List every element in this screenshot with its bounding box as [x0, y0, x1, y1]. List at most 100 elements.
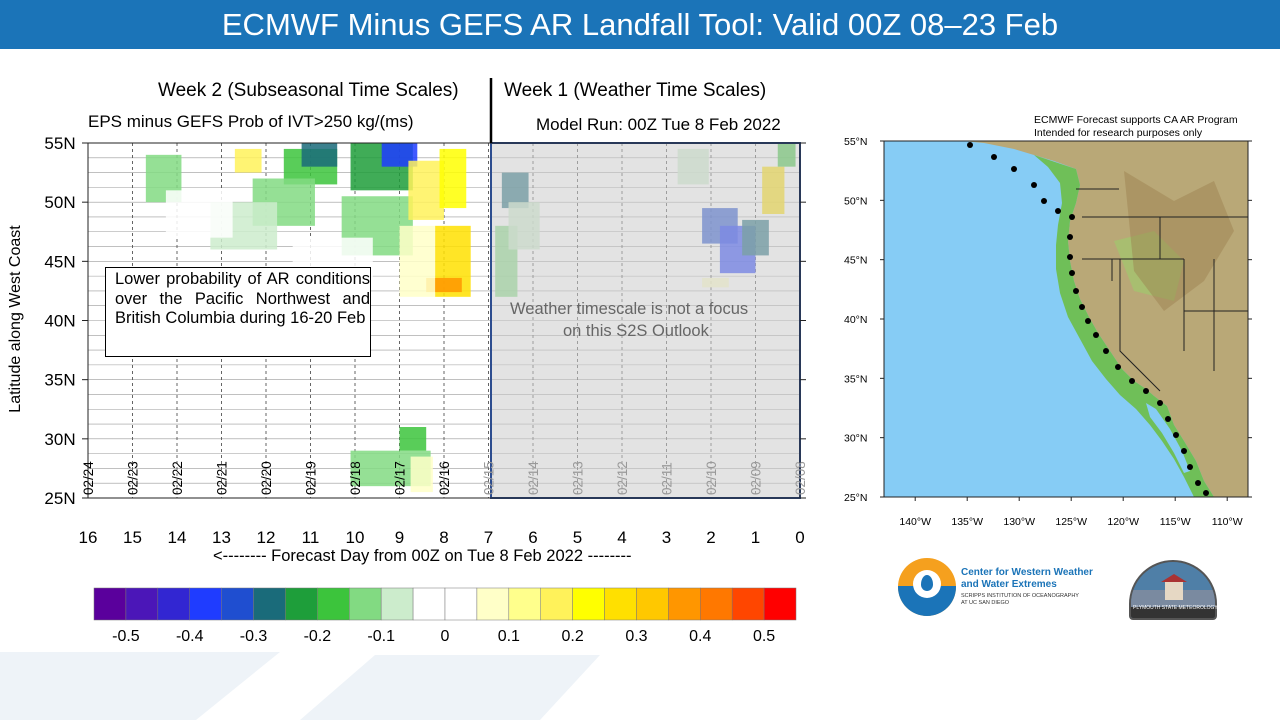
- coast-point: [1011, 166, 1017, 172]
- coast-point: [1079, 304, 1085, 310]
- date-label: 02/14: [526, 461, 541, 495]
- coast-point: [1069, 214, 1075, 220]
- date-label: 02/12: [615, 461, 630, 495]
- annotation-box: Lower probability of AR conditions over …: [105, 267, 371, 357]
- colorbar-swatch: [285, 587, 318, 621]
- coast-point: [1143, 388, 1149, 394]
- colorbar-swatch: [763, 587, 797, 621]
- shaded-weather-region: [490, 142, 801, 499]
- colorbar-label: 0.3: [625, 628, 647, 645]
- colorbar-swatch: [253, 587, 286, 621]
- date-label: 02/08: [793, 461, 808, 495]
- y-tick-label: 45N: [44, 252, 75, 271]
- x-tick-label: 13: [212, 528, 231, 547]
- x-tick-label: 10: [346, 528, 365, 547]
- colorbar-swatch: [508, 587, 541, 621]
- colorbar-swatch: [221, 587, 254, 621]
- colorbar-label: 0: [441, 628, 450, 645]
- coast-point: [1173, 432, 1179, 438]
- colorbar-swatch: [668, 587, 701, 621]
- colorbar: -0.5 -0.4 -0.3 -0.2 -0.1 0 0.1 0.2 0.3 0.4 0.5: [93, 587, 797, 645]
- colorbar-swatch: [317, 587, 350, 621]
- coast-point: [1085, 318, 1091, 324]
- colorbar-swatch: [476, 587, 510, 621]
- colorbar-swatch: [540, 587, 573, 621]
- coast-point: [1157, 400, 1163, 406]
- colorbar-swatch: [380, 587, 414, 621]
- x-tick-label: 4: [617, 528, 626, 547]
- date-label: 02/20: [259, 461, 274, 495]
- date-label: 02/17: [393, 461, 408, 495]
- colorbar-swatch: [731, 587, 765, 621]
- date-label: 02/23: [126, 461, 141, 495]
- colorbar-label: -0.1: [367, 628, 395, 645]
- colorbar-label: -0.2: [304, 628, 332, 645]
- coast-point: [1093, 332, 1099, 338]
- y-tick-label: 35N: [44, 371, 75, 390]
- cw3e-line4: AT UC SAN DIEGO: [961, 600, 1010, 606]
- x-tick-label: 2: [706, 528, 715, 547]
- x-tick-label: 1: [751, 528, 760, 547]
- date-label: 02/16: [437, 461, 452, 495]
- y-axis-label: Latitude along West Coast: [7, 225, 24, 413]
- y-tick-label: 25N: [44, 489, 75, 508]
- coast-point: [1115, 364, 1121, 370]
- coast-point: [991, 154, 997, 160]
- x-tick-label: 8: [439, 528, 448, 547]
- colorbar-swatch: [572, 587, 605, 621]
- date-label: 02/19: [304, 461, 319, 495]
- colorbar-swatch: [444, 587, 478, 621]
- heatmap-cell: [399, 427, 427, 451]
- shaded-note-line1: Weather timescale is not a focus: [510, 300, 749, 318]
- heatmap-cell: [399, 225, 436, 297]
- colorbar-swatch: [349, 587, 382, 621]
- y-tick-label: 55N: [44, 134, 75, 153]
- coast-point: [1103, 348, 1109, 354]
- date-label: 02/15: [482, 461, 497, 495]
- heatmap-cell: [439, 148, 467, 209]
- coast-point: [1031, 182, 1037, 188]
- colorbar-label: 0.4: [689, 628, 711, 645]
- x-tick-label: 15: [123, 528, 142, 547]
- colorbar-swatch: [157, 587, 190, 621]
- colorbar-swatch: [125, 587, 159, 621]
- colorbar-label: -0.5: [112, 628, 140, 645]
- date-label: 02/21: [215, 461, 230, 495]
- western-us-map: [884, 141, 1248, 497]
- coast-point: [1067, 254, 1073, 260]
- date-label: 02/10: [704, 461, 719, 495]
- heatmap-cell: [410, 456, 433, 493]
- coast-point: [967, 142, 973, 148]
- cw3e-line3: SCRIPPS INSTITUTION OF OCEANOGRAPHY: [961, 593, 1079, 599]
- heatmap-cell: [234, 148, 262, 173]
- x-tick-label: 0: [795, 528, 804, 547]
- coast-point: [1073, 288, 1079, 294]
- colorbar-label: 0.1: [498, 628, 520, 645]
- x-tick-label: 9: [395, 528, 404, 547]
- x-tick-label: 12: [257, 528, 276, 547]
- date-label: 02/09: [749, 461, 764, 495]
- cw3e-logo: [898, 558, 956, 616]
- x-tick-label: 11: [302, 528, 320, 547]
- heatmap-cell: [408, 160, 444, 220]
- map-header-line2: Intended for research purposes only: [1034, 127, 1203, 139]
- coast-point: [1165, 416, 1171, 422]
- shaded-note-line2: on this S2S Outlook: [563, 322, 709, 340]
- coast-point: [1041, 198, 1047, 204]
- week1-label: Week 1 (Weather Time Scales): [504, 80, 767, 101]
- x-tick-label: 6: [528, 528, 537, 547]
- x-tick-label: 5: [573, 528, 582, 547]
- colorbar-label: 0.5: [753, 628, 775, 645]
- colorbar-swatch: [604, 587, 637, 621]
- coast-point: [1181, 448, 1187, 454]
- cw3e-line2: and Water Extremes: [961, 579, 1057, 590]
- coast-point: [1187, 464, 1193, 470]
- colorbar-swatch: [412, 587, 446, 621]
- coast-point: [1055, 208, 1061, 214]
- date-label: 02/18: [348, 461, 363, 495]
- y-tick-label: 40N: [44, 312, 75, 331]
- coast-point: [1203, 490, 1209, 496]
- coast-point: [1129, 378, 1135, 384]
- date-label: 02/22: [170, 461, 185, 495]
